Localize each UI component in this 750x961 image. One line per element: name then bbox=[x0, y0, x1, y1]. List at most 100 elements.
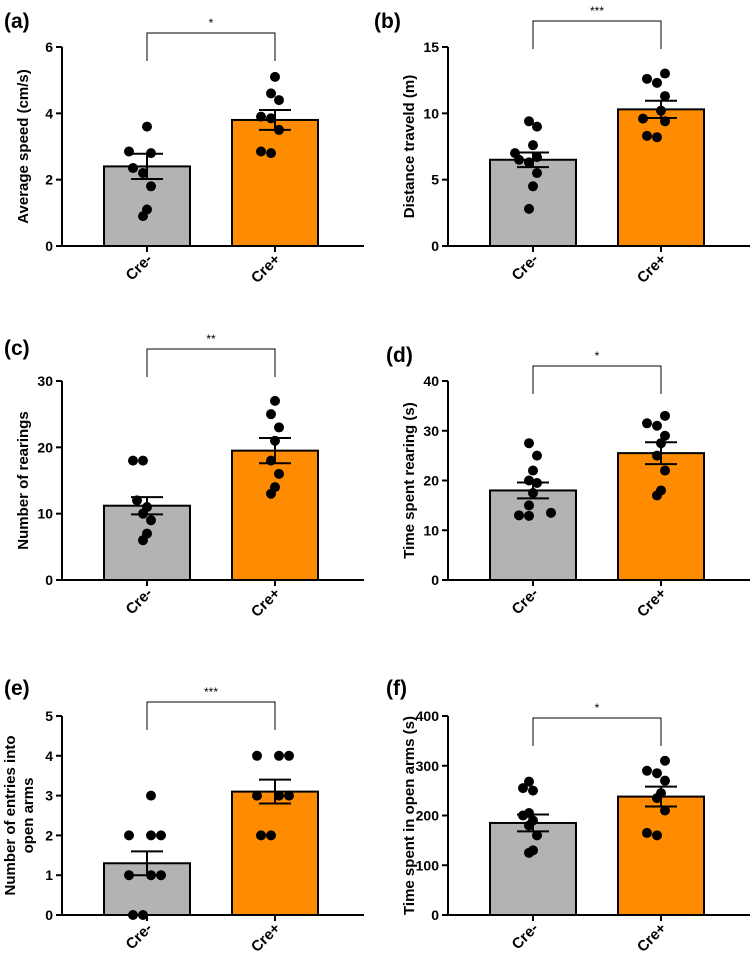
data-point bbox=[524, 808, 534, 819]
data-point bbox=[142, 121, 152, 132]
data-point bbox=[266, 88, 276, 99]
data-point bbox=[518, 783, 528, 794]
data-point bbox=[660, 410, 670, 421]
x-category-label: Cre- bbox=[123, 920, 156, 953]
significance-label: * bbox=[595, 701, 600, 715]
data-point bbox=[660, 755, 670, 766]
y-tick-label: 30 bbox=[37, 373, 53, 389]
data-point bbox=[528, 785, 538, 796]
data-point bbox=[524, 438, 534, 449]
significance-label: *** bbox=[204, 685, 218, 699]
data-point bbox=[256, 830, 266, 841]
y-tick-label: 0 bbox=[45, 907, 53, 923]
data-point bbox=[524, 500, 534, 511]
data-point bbox=[660, 91, 670, 102]
data-point bbox=[652, 420, 662, 431]
data-point bbox=[146, 830, 156, 841]
data-point bbox=[252, 750, 262, 761]
significance-bracket bbox=[532, 20, 662, 49]
panel-label: (f) bbox=[386, 677, 407, 700]
panel-label: (c) bbox=[4, 337, 30, 360]
y-tick-label: 10 bbox=[37, 506, 53, 522]
data-point bbox=[256, 111, 266, 122]
y-tick-label: 4 bbox=[45, 748, 53, 764]
significance-bracket bbox=[532, 365, 662, 394]
y-tick-label: 1 bbox=[45, 867, 53, 883]
y-tick-label: 2 bbox=[45, 172, 53, 188]
data-point bbox=[266, 113, 276, 124]
data-point bbox=[528, 181, 538, 192]
data-point bbox=[128, 163, 138, 174]
data-point bbox=[274, 468, 284, 479]
y-tick-label: 0 bbox=[45, 238, 53, 254]
data-point bbox=[660, 465, 670, 476]
y-tick-label: 3 bbox=[45, 788, 53, 804]
panel-label: (b) bbox=[374, 10, 401, 33]
y-tick-label: 400 bbox=[416, 708, 440, 724]
data-point bbox=[270, 482, 280, 493]
significance-label: ** bbox=[206, 332, 216, 346]
x-category-label: Cre- bbox=[509, 251, 542, 284]
data-point bbox=[146, 790, 156, 801]
bar-cre-plus bbox=[617, 452, 705, 582]
y-axis-title-line: open arms bbox=[20, 778, 37, 854]
data-point bbox=[546, 507, 556, 518]
bar-cre-plus bbox=[231, 118, 319, 247]
data-point bbox=[532, 121, 542, 132]
y-tick-label: 100 bbox=[416, 857, 440, 873]
chart-panel-b: (b) 0 5 10 15 Cre- Cre+ Distance traveld (m) *** bbox=[374, 4, 750, 287]
y-tick-label: 200 bbox=[416, 808, 440, 824]
data-point bbox=[284, 790, 294, 801]
data-point bbox=[642, 73, 652, 84]
data-point bbox=[642, 827, 652, 838]
data-point bbox=[142, 204, 152, 215]
data-point bbox=[514, 510, 524, 521]
x-category-label: Cre+ bbox=[248, 585, 284, 621]
data-point bbox=[256, 146, 266, 157]
significance-bracket bbox=[532, 717, 662, 746]
x-category-label: Cre+ bbox=[634, 585, 670, 621]
y-tick-label: 15 bbox=[423, 39, 439, 55]
data-point bbox=[510, 148, 520, 159]
y-axis-title: Number of rearings bbox=[15, 411, 32, 549]
bar-cre-plus bbox=[617, 795, 705, 916]
data-point bbox=[642, 130, 652, 141]
x-category-label: Cre+ bbox=[248, 251, 284, 287]
data-point bbox=[660, 68, 670, 79]
data-point bbox=[270, 71, 280, 82]
significance-label: *** bbox=[590, 4, 604, 18]
chart-panel-d: (d) 0 10 20 30 40 Cre- Cre+ Time spent rearing (… bbox=[386, 344, 750, 621]
x-category-label: Cre- bbox=[123, 585, 156, 618]
data-point bbox=[138, 455, 148, 466]
significance-label: * bbox=[595, 349, 600, 363]
y-axis-title: Time spent rearing (s) bbox=[401, 402, 418, 558]
data-point bbox=[146, 515, 156, 526]
y-tick-label: 5 bbox=[45, 708, 53, 724]
x-category-label: Cre+ bbox=[634, 920, 670, 956]
y-tick-label: 5 bbox=[431, 172, 439, 188]
y-tick-label: 10 bbox=[423, 105, 439, 121]
y-axis-title: Average speed (cm/s) bbox=[15, 69, 32, 224]
data-point bbox=[524, 203, 534, 214]
significance-label: * bbox=[209, 16, 214, 30]
data-point bbox=[532, 168, 542, 179]
data-point bbox=[274, 750, 284, 761]
significance-bracket bbox=[146, 348, 276, 377]
data-point bbox=[274, 95, 284, 106]
data-point bbox=[284, 750, 294, 761]
data-point bbox=[528, 140, 538, 151]
data-point bbox=[652, 132, 662, 143]
data-point bbox=[142, 528, 152, 539]
y-tick-label: 6 bbox=[45, 39, 53, 55]
y-axis-title: Number of entries intoopen arms bbox=[2, 735, 37, 895]
panel-label: (d) bbox=[386, 344, 413, 367]
x-category-label: Cre- bbox=[509, 585, 542, 618]
chart-panel-c: (c) 0 10 20 30 Cre- Cre+ Number of rearings ** bbox=[4, 332, 364, 621]
data-point bbox=[124, 146, 134, 157]
data-point bbox=[146, 181, 156, 192]
y-tick-label: 0 bbox=[431, 572, 439, 588]
data-point bbox=[642, 418, 652, 429]
bar-cre-plus bbox=[231, 790, 319, 916]
panel-label: (a) bbox=[4, 10, 30, 33]
